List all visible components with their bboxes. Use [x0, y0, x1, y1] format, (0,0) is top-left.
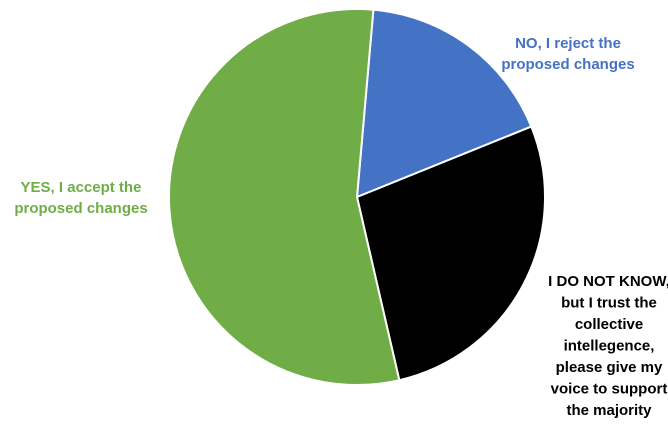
label-yes-line: YES, I accept the: [21, 179, 142, 196]
label-do-not-know-line: but I trust the: [561, 295, 657, 312]
slice-do-not-know: [355, 125, 546, 382]
label-do-not-know-line: voice to support: [551, 381, 668, 398]
label-no: NO, I reject the proposed changes: [501, 35, 634, 73]
label-do-not-know-line: the majority: [566, 402, 652, 419]
label-do-not-know-line: intellegence,: [564, 338, 655, 355]
label-do-not-know-line: please give my: [556, 359, 663, 376]
slice-no: [355, 8, 533, 199]
label-do-not-know-line: I DO NOT KNOW,: [548, 273, 668, 290]
label-do-not-know-line: collective: [575, 316, 643, 333]
slice-yes: [168, 8, 401, 386]
label-do-not-know: I DO NOT KNOW, but I trust the collective i…: [548, 273, 668, 419]
label-no-line: NO, I reject the: [515, 35, 621, 52]
label-yes-line: proposed changes: [14, 200, 147, 217]
label-yes: YES, I accept the proposed changes: [14, 179, 147, 217]
label-no-line: proposed changes: [501, 56, 634, 73]
pie-labels: NO, I reject the proposed changes I DO NOT…: [14, 35, 668, 419]
pie-slices: [168, 8, 546, 386]
